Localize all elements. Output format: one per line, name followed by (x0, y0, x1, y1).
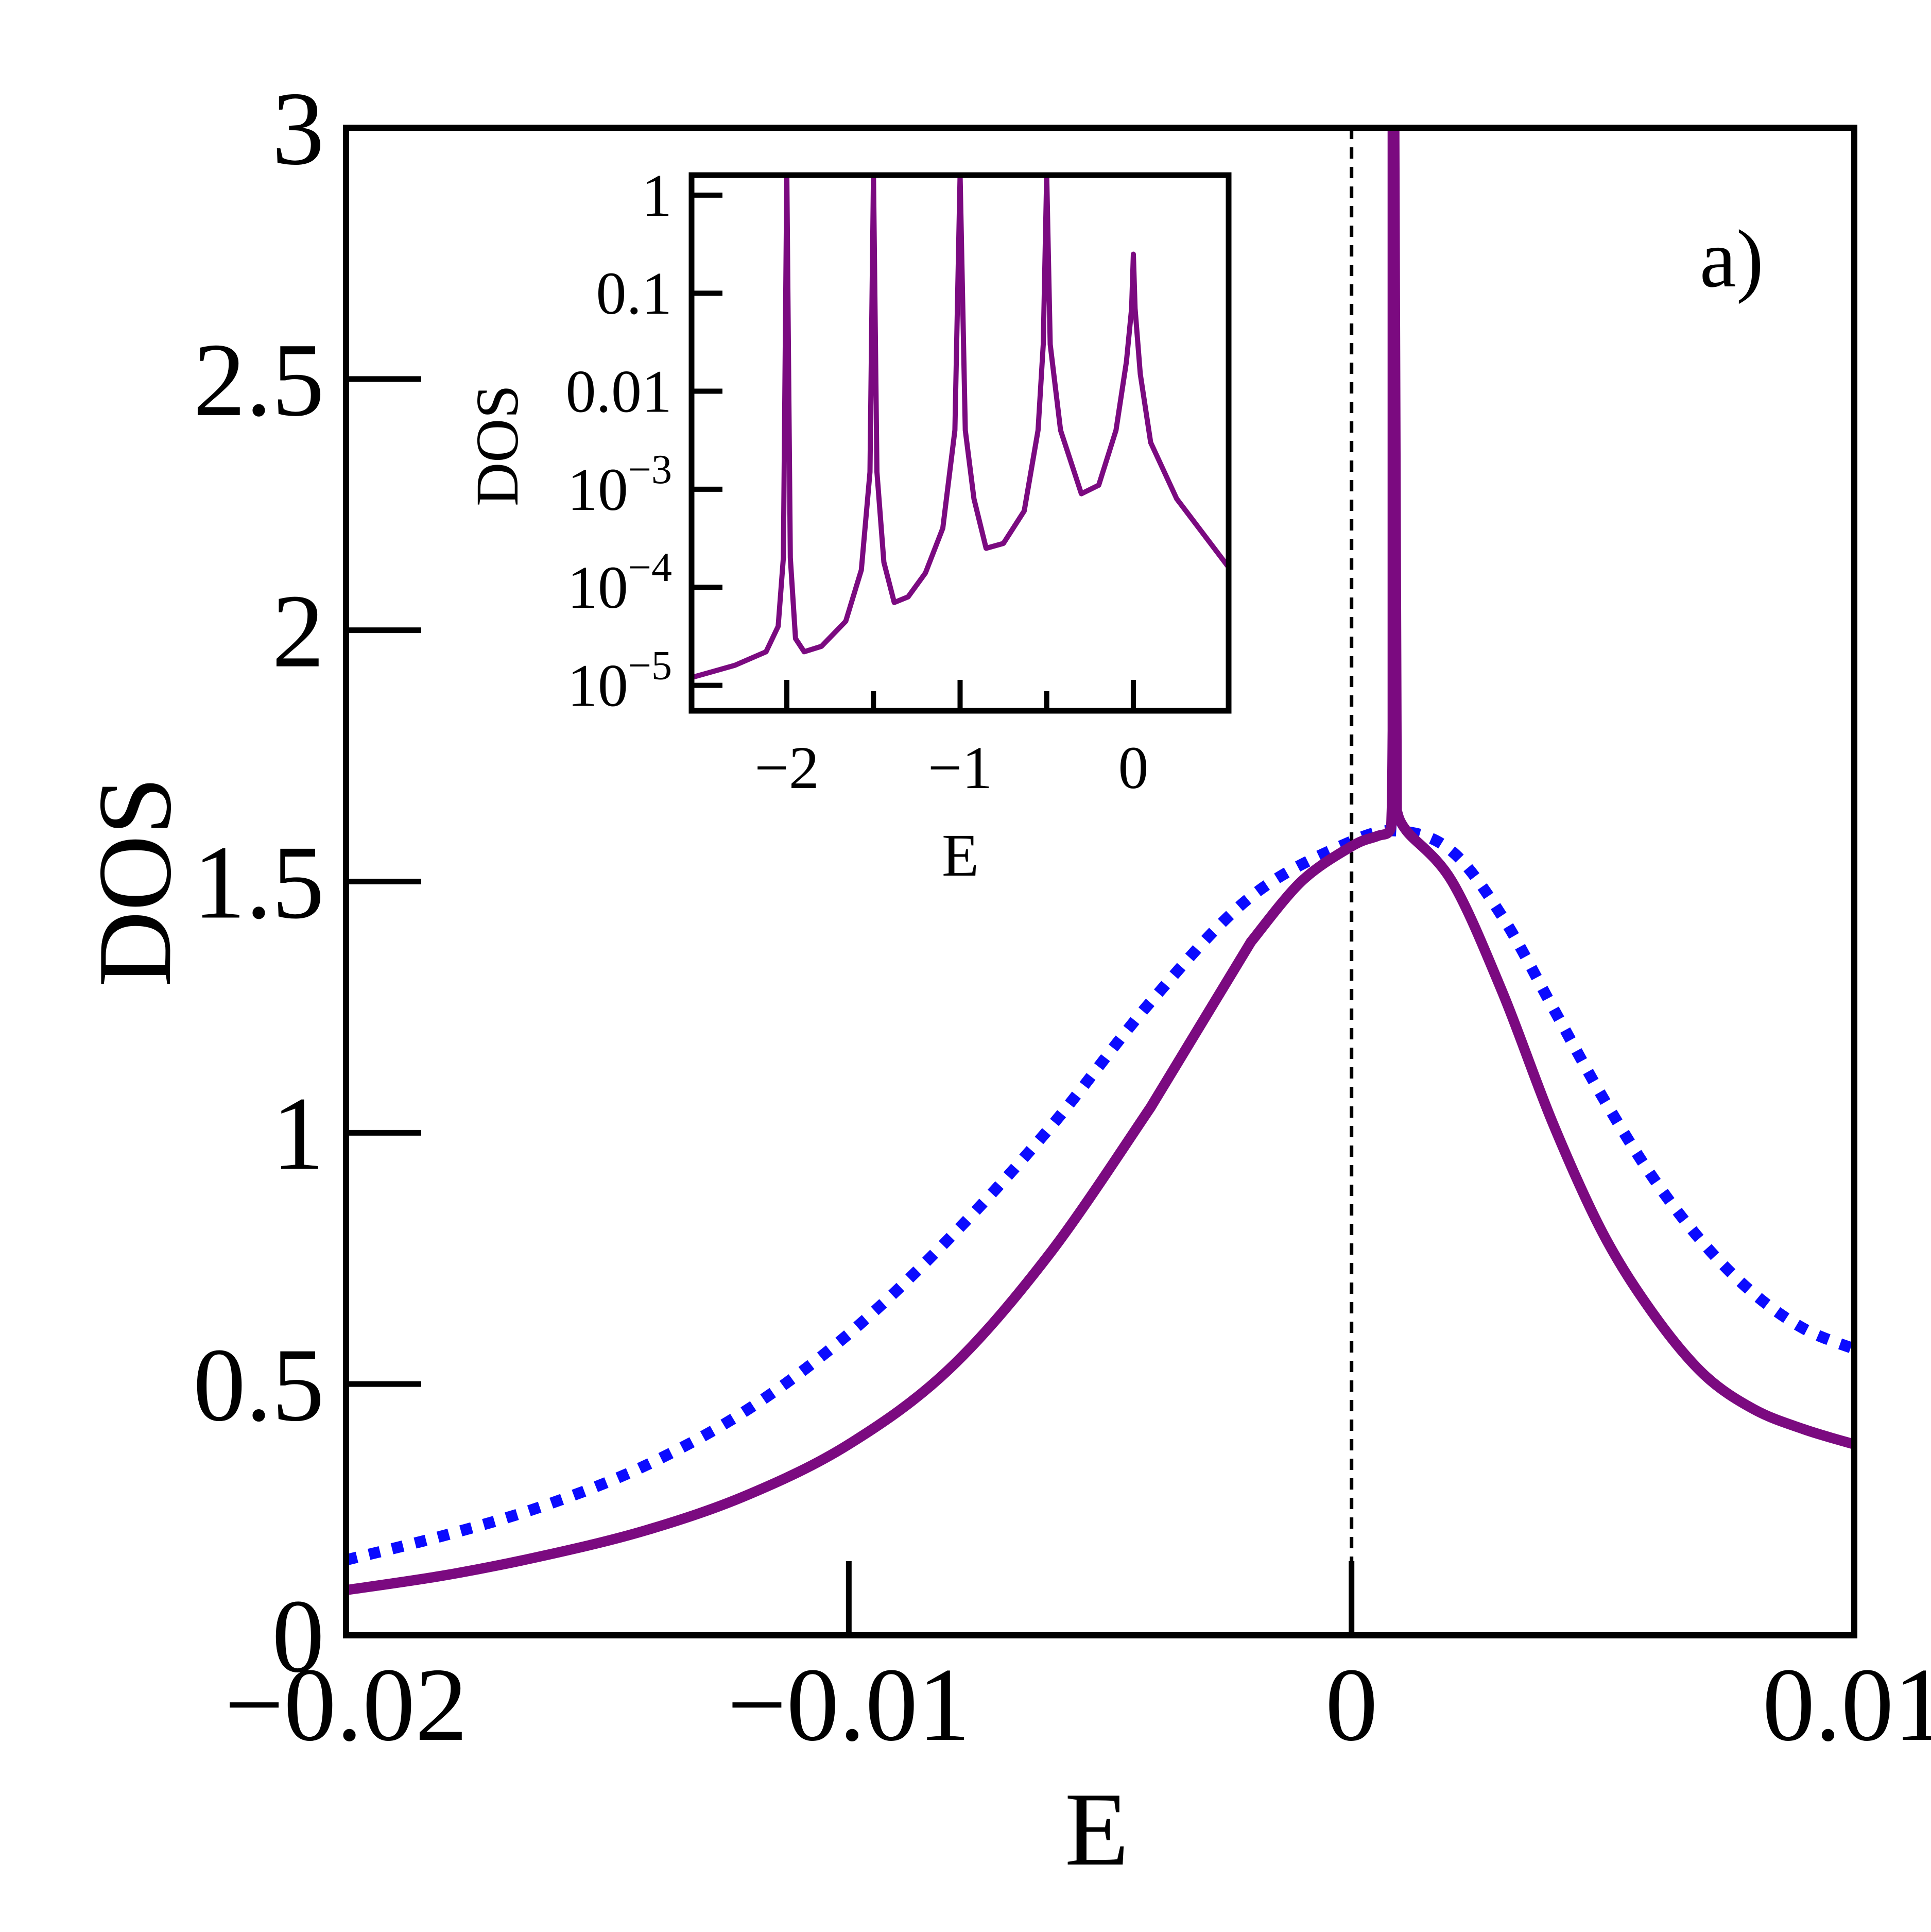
panel-label: a) (1700, 213, 1764, 304)
inset-x-tick-label: −1 (928, 734, 993, 801)
solid-dos-curve (346, 128, 1854, 1596)
inset-y-tick-label: 0.01 (566, 358, 673, 425)
inset-y-tick-label: 1 (642, 162, 672, 229)
main-y-tick-label: 3 (272, 71, 324, 187)
inset-y-tick-label: 10−4 (567, 545, 672, 621)
inset-x-tick-label: 0 (1118, 734, 1148, 801)
main-x-axis-title: E (1065, 1771, 1129, 1888)
inset-tick-labels: 10−5 10−4 10−3 0.01 0.1 1 −2 −1 0 (566, 162, 1149, 801)
inset-x-axis-title: E (942, 822, 979, 889)
main-y-tick-label: 2.5 (193, 322, 324, 438)
main-x-tick-label: 0.01 (1763, 1647, 1931, 1763)
inset-plot-frame (688, 172, 1232, 714)
inset-y-tick-label: 10−5 (567, 643, 672, 720)
inset-y-tick-label: 0.1 (596, 260, 673, 327)
main-x-tick-label: −0.01 (727, 1647, 970, 1763)
main-x-tick-label: −0.02 (225, 1647, 468, 1763)
main-y-tick-label: 0 (272, 1578, 324, 1695)
main-y-tick-label: 2 (272, 573, 324, 690)
dotted-dos-curve (346, 825, 1854, 1566)
inset-x-tick-label: −2 (754, 734, 819, 801)
main-plot-frame (343, 125, 1857, 1638)
main-tick-labels: 0 0.5 1 1.5 2 2.5 3 −0.02 −0.01 0 0.01 (193, 71, 1931, 1763)
main-y-tick-label: 1.5 (193, 825, 324, 941)
inset-ticks (692, 192, 1136, 711)
inset-y-axis-title: DOS (463, 385, 531, 506)
inset-chart: 10−5 10−4 10−3 0.01 0.1 1 −2 −1 0 E DOS (463, 162, 1232, 889)
inset-y-tick-label: 10−3 (567, 447, 672, 523)
main-x-tick-label: 0 (1325, 1647, 1378, 1763)
main-y-tick-label: 0.5 (193, 1327, 324, 1443)
main-chart: 0 0.5 1 1.5 2 2.5 3 −0.02 −0.01 0 0.01 E DOS a) (77, 71, 1931, 1888)
inset-solid-dos-curve (692, 175, 1229, 680)
main-y-axis-title: DOS (77, 777, 193, 987)
main-y-tick-label: 1 (272, 1075, 324, 1192)
